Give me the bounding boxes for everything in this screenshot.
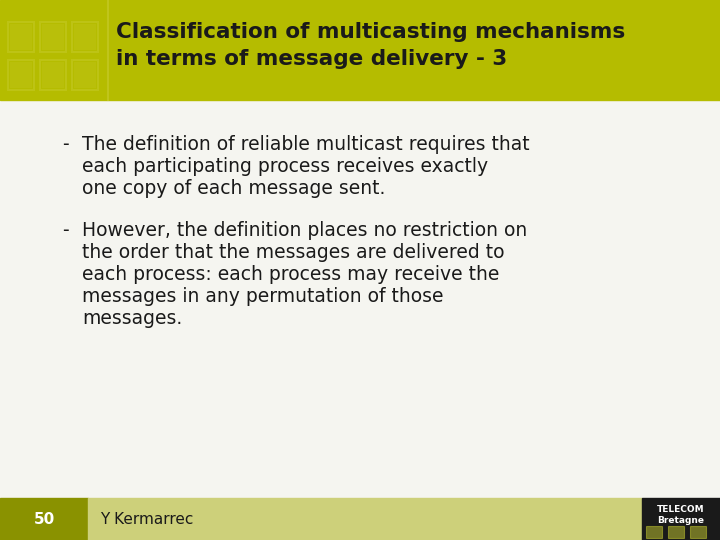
Bar xyxy=(8,60,34,90)
Text: in terms of message delivery - 3: in terms of message delivery - 3 xyxy=(116,49,508,69)
Bar xyxy=(40,22,66,52)
Text: each participating process receives exactly: each participating process receives exac… xyxy=(82,157,488,176)
Text: messages in any permutation of those: messages in any permutation of those xyxy=(82,287,444,306)
Bar xyxy=(8,22,34,52)
Bar xyxy=(74,62,96,88)
Bar xyxy=(40,60,66,90)
Bar xyxy=(74,24,96,50)
Bar xyxy=(0,498,88,540)
Bar xyxy=(72,60,98,90)
Bar xyxy=(10,24,32,50)
Bar xyxy=(642,498,720,540)
Text: one copy of each message sent.: one copy of each message sent. xyxy=(82,179,385,198)
Text: However, the definition places no restriction on: However, the definition places no restri… xyxy=(82,221,527,240)
Bar xyxy=(10,62,32,88)
Text: each process: each process may receive the: each process: each process may receive t… xyxy=(82,265,500,284)
Bar xyxy=(88,498,642,540)
Bar xyxy=(646,526,662,538)
Text: 50: 50 xyxy=(33,511,55,526)
Text: TELECOM
Bretagne: TELECOM Bretagne xyxy=(657,505,705,525)
Text: messages.: messages. xyxy=(82,309,182,328)
Text: Y Kermarrec: Y Kermarrec xyxy=(100,511,194,526)
Bar xyxy=(42,24,64,50)
Bar xyxy=(72,22,98,52)
Text: The definition of reliable multicast requires that: The definition of reliable multicast req… xyxy=(82,135,530,154)
Text: -: - xyxy=(62,135,68,154)
Text: -: - xyxy=(62,221,68,240)
Bar xyxy=(42,62,64,88)
Bar xyxy=(668,526,684,538)
Bar xyxy=(690,526,706,538)
Text: the order that the messages are delivered to: the order that the messages are delivere… xyxy=(82,243,505,262)
Text: Classification of multicasting mechanisms: Classification of multicasting mechanism… xyxy=(116,22,625,42)
Bar xyxy=(0,0,720,100)
